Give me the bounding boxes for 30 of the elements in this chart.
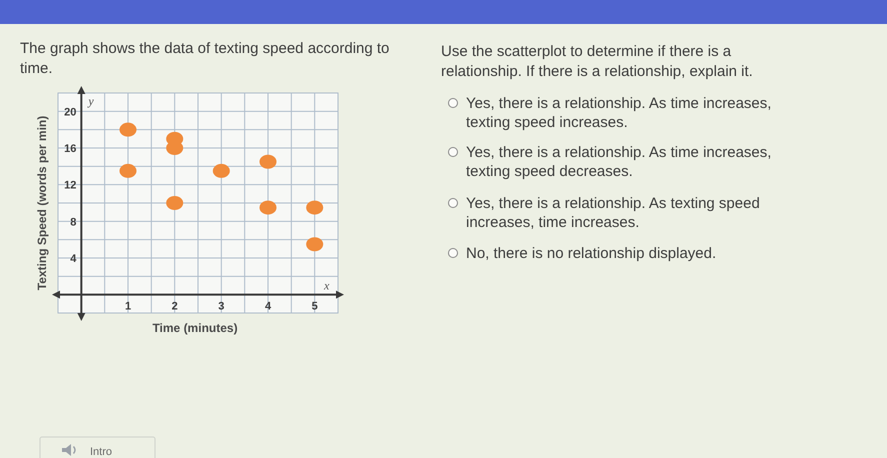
y-tick-label: 20 bbox=[64, 106, 76, 118]
annotation: y bbox=[87, 94, 94, 108]
x-axis-title: Time (minutes) bbox=[152, 321, 238, 335]
x-tick-label: 3 bbox=[218, 300, 224, 313]
x-tick-label: 4 bbox=[264, 300, 272, 313]
annotation: x bbox=[323, 278, 330, 293]
point bbox=[306, 237, 324, 252]
point bbox=[306, 200, 324, 215]
text: Yes, there is a relationship. As time increases, texting speed decreases. bbox=[466, 144, 772, 180]
point bbox=[260, 154, 276, 169]
x-tick-label: 1 bbox=[124, 300, 132, 313]
text: Use the scatterplot to determine if there is a relationship. If there is a relationship, explain it. bbox=[441, 43, 753, 80]
point bbox=[260, 200, 276, 215]
chart-title: The graph shows the data of texting speed according to time. bbox=[20, 40, 390, 77]
text: No, there is no relationship displayed. bbox=[466, 245, 716, 262]
text: Yes, there is a relationship. As texting speed increases, time increases. bbox=[466, 195, 760, 231]
text: Yes, there is a relationship. As time increases, texting speed increases. bbox=[466, 95, 772, 131]
text: Intro bbox=[90, 446, 112, 458]
x-tick-label: 2 bbox=[172, 300, 178, 313]
point bbox=[120, 164, 136, 178]
point bbox=[212, 164, 230, 178]
x-tick-label: 5 bbox=[312, 300, 318, 313]
point bbox=[166, 196, 184, 210]
point bbox=[120, 122, 136, 137]
y-axis-title: Texting Speed (words per min) bbox=[35, 116, 49, 290]
y-tick-label: 4 bbox=[70, 253, 78, 265]
y-tick-label: 8 bbox=[70, 216, 76, 228]
y-tick-label: 16 bbox=[64, 143, 76, 155]
y-tick-label: 12 bbox=[64, 180, 76, 192]
point bbox=[166, 141, 184, 155]
